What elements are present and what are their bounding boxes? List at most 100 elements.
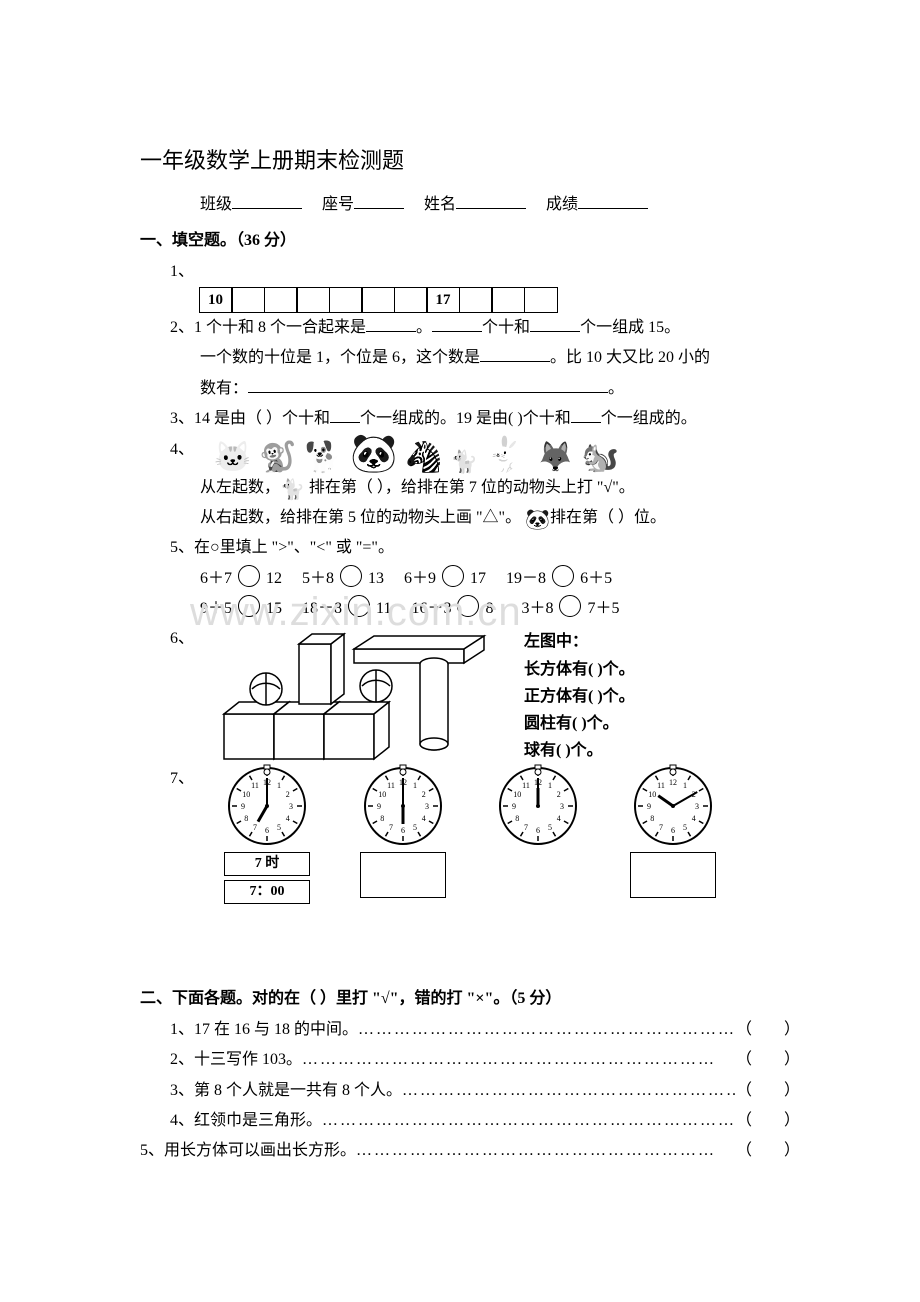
svg-text:6: 6	[401, 826, 405, 835]
circle-blank	[442, 565, 464, 587]
circle-blank	[552, 565, 574, 587]
tf-num: 5、	[140, 1136, 164, 1166]
expr: 7＋5	[587, 600, 619, 617]
score-label: 成绩	[546, 196, 578, 213]
seq-cell	[329, 287, 363, 313]
q7-label: 7、	[170, 764, 194, 904]
seq-cell	[394, 287, 428, 313]
animal-icon: 🐒	[259, 443, 296, 473]
page-title: 一年级数学上册期末检测题	[140, 140, 800, 182]
tf-num: 4、	[170, 1106, 194, 1136]
seat-label: 座号	[322, 196, 354, 213]
animal-icon: 🐈	[451, 451, 478, 473]
dots: ……………………………………………………………	[322, 1106, 736, 1136]
q3-text: 个一组成的。19 是由( )个十和	[360, 410, 571, 427]
q4-text: 从左起数，	[200, 479, 280, 496]
q7: 7、 121234567891011 7 时7：00 1212345678910…	[140, 764, 800, 904]
q3-line: 3、14 是由（ ）个十和 个一组成的。19 是由( )个十和 个一组成的。	[140, 404, 800, 434]
svg-text:8: 8	[515, 814, 519, 823]
svg-text:1: 1	[683, 782, 687, 791]
seq-cell	[491, 287, 525, 313]
q3-text: 个一组成的。	[601, 410, 697, 427]
svg-text:12: 12	[669, 778, 677, 787]
svg-text:11: 11	[251, 782, 259, 791]
number-sequence: 10 17	[200, 287, 800, 313]
svg-text:3: 3	[695, 802, 699, 811]
svg-text:8: 8	[650, 814, 654, 823]
svg-text:2: 2	[286, 790, 290, 799]
clock-answer-box: 7：00	[224, 880, 310, 904]
clock-col: 121234567891011	[630, 764, 716, 898]
paren-slot: （ ）	[736, 1015, 800, 1045]
expr: 6＋5	[580, 570, 612, 587]
seq-cell	[264, 287, 298, 313]
svg-text:3: 3	[289, 802, 293, 811]
paren-slot: （ ）	[736, 1136, 800, 1166]
circle-blank	[238, 565, 260, 587]
tf-text: 用长方体可以画出长方形。	[164, 1136, 356, 1166]
svg-text:1: 1	[413, 782, 417, 791]
tf-item: 4、红领巾是三角形。……………………………………………………………（ ）	[140, 1106, 800, 1136]
seq-cell	[296, 287, 330, 313]
animal-icon: 🐿️	[582, 443, 619, 473]
q2-text: 。	[416, 319, 432, 336]
seq-cell	[361, 287, 395, 313]
svg-text:7: 7	[253, 823, 257, 832]
paren-slot: （ ）	[736, 1106, 800, 1136]
svg-text:5: 5	[413, 823, 417, 832]
clock-answer-box	[360, 852, 446, 898]
clock-col: 121234567891011 7 时7：00	[224, 764, 310, 904]
clock-col: 121234567891011	[360, 764, 446, 898]
expr: 8	[485, 600, 493, 617]
q6-item: 球有( )个。	[524, 737, 635, 764]
svg-text:9: 9	[647, 802, 651, 811]
svg-text:5: 5	[277, 823, 281, 832]
expr: 12	[266, 570, 282, 587]
animals-row: 🐱 🐒 🐕 🐼 🦓 🐈 🐇 🦊 🐿️	[194, 435, 619, 473]
svg-text:8: 8	[244, 814, 248, 823]
svg-text:4: 4	[286, 814, 290, 823]
q2-line2: 一个数的十位是 1，个位是 6，这个数是。比 10 大又比 20 小的	[140, 343, 800, 373]
svg-text:5: 5	[548, 823, 552, 832]
q3-text: 14 是由（ ）个十和	[194, 410, 330, 427]
svg-text:7: 7	[524, 823, 528, 832]
animal-icon: 🦓	[405, 443, 442, 473]
q6-caption: 左图中：	[524, 628, 635, 655]
q6-text: 左图中： 长方体有( )个。 正方体有( )个。 圆柱有( )个。 球有( )个…	[524, 624, 635, 764]
q3-label: 3、	[170, 410, 194, 427]
q6: 6、	[140, 624, 800, 764]
clocks-row: 121234567891011 7 时7：00 121234567891011 …	[194, 764, 716, 904]
circle-blank	[348, 595, 370, 617]
q4-line1: 从左起数，🐈 排在第（ ），给排在第 7 位的动物头上打 "√"。	[140, 473, 800, 503]
svg-text:2: 2	[422, 790, 426, 799]
q4-label: 4、	[170, 435, 194, 465]
q4-line2: 从右起数，给排在第 5 位的动物头上画 "△"。 🐼排在第（ ）位。	[140, 503, 800, 533]
q5-text: 在○里填上 ">"、"<" 或 "="。	[194, 539, 394, 556]
circle-blank	[238, 595, 260, 617]
q2-text: 个十和	[482, 319, 530, 336]
section2-heading: 二、下面各题。对的在（ ）里打 "√"，错的打 "×"。（5 分）	[140, 984, 800, 1014]
animal-icon: 🐕	[305, 443, 342, 473]
small-animal-icon: 🐼	[525, 509, 550, 531]
svg-text:5: 5	[683, 823, 687, 832]
dots: ……………………………………………………	[356, 1136, 736, 1166]
q1-label: 1、	[140, 257, 800, 287]
tf-text: 第 8 个人就是一共有 8 个人。	[194, 1076, 402, 1106]
tf-item-last: 5、用长方体可以画出长方形。 …………………………………………………… （ ）	[140, 1136, 800, 1166]
expr: 15	[266, 600, 282, 617]
q2-text: 。比 10 大又比 20 小的	[550, 349, 710, 366]
svg-text:10: 10	[648, 790, 656, 799]
tf-text: 十三写作 103。	[194, 1045, 302, 1075]
tf-text: 17 在 16 与 18 的中间。	[194, 1015, 358, 1045]
circle-blank	[340, 565, 362, 587]
svg-text:4: 4	[692, 814, 696, 823]
seq-cell	[524, 287, 558, 313]
expr: 19－8	[506, 570, 546, 587]
svg-text:10: 10	[513, 790, 521, 799]
expr: 17	[470, 570, 486, 587]
animal-icon: 🐼	[350, 435, 397, 473]
q6-label: 6、	[170, 624, 194, 654]
seq-cell	[459, 287, 493, 313]
circle-blank	[559, 595, 581, 617]
clock-col: 121234567891011	[496, 764, 580, 848]
